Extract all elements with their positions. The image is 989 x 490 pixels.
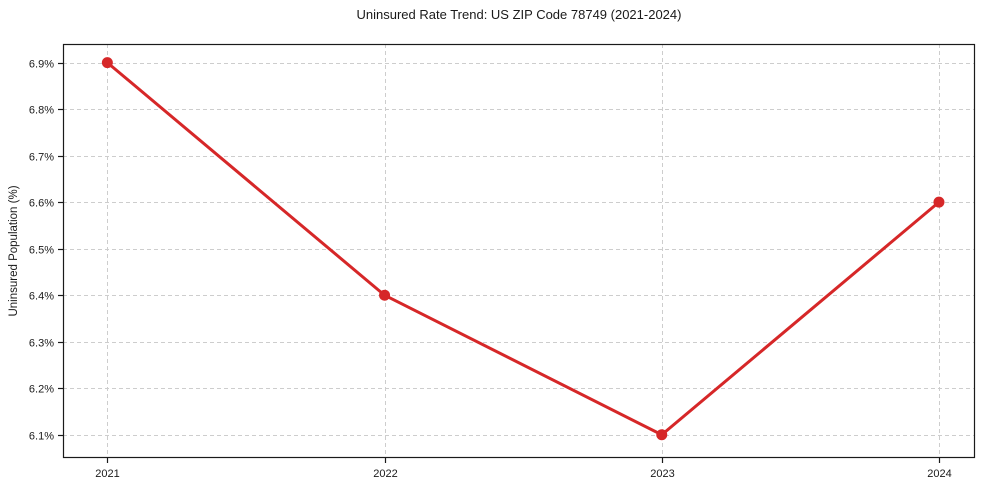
x-tick-label: 2021: [95, 468, 119, 480]
y-tick-label: 6.3%: [29, 338, 54, 350]
y-tick-label: 6.5%: [29, 245, 54, 257]
x-tick-label: 2023: [650, 468, 674, 480]
y-tick-label: 6.6%: [29, 198, 54, 210]
y-tick-label: 6.8%: [29, 105, 54, 117]
y-tick-label: 6.4%: [29, 291, 54, 303]
y-tick-label: 6.1%: [29, 431, 54, 443]
plot-background: [63, 44, 975, 458]
data-point: [379, 289, 391, 301]
data-point: [101, 57, 113, 69]
trend-line: [105, 61, 941, 437]
plot-border: [62, 43, 976, 459]
y-tick-label: 6.7%: [29, 152, 54, 164]
y-tick-label: 6.9%: [29, 59, 54, 71]
y-tick-label: 6.2%: [29, 384, 54, 396]
chart-title: Uninsured Rate Trend: US ZIP Code 78749 …: [356, 7, 682, 22]
x-tick-label: 2022: [373, 468, 397, 480]
data-point: [656, 429, 668, 441]
data-point: [933, 196, 945, 208]
x-tick-label: 2024: [927, 468, 951, 480]
